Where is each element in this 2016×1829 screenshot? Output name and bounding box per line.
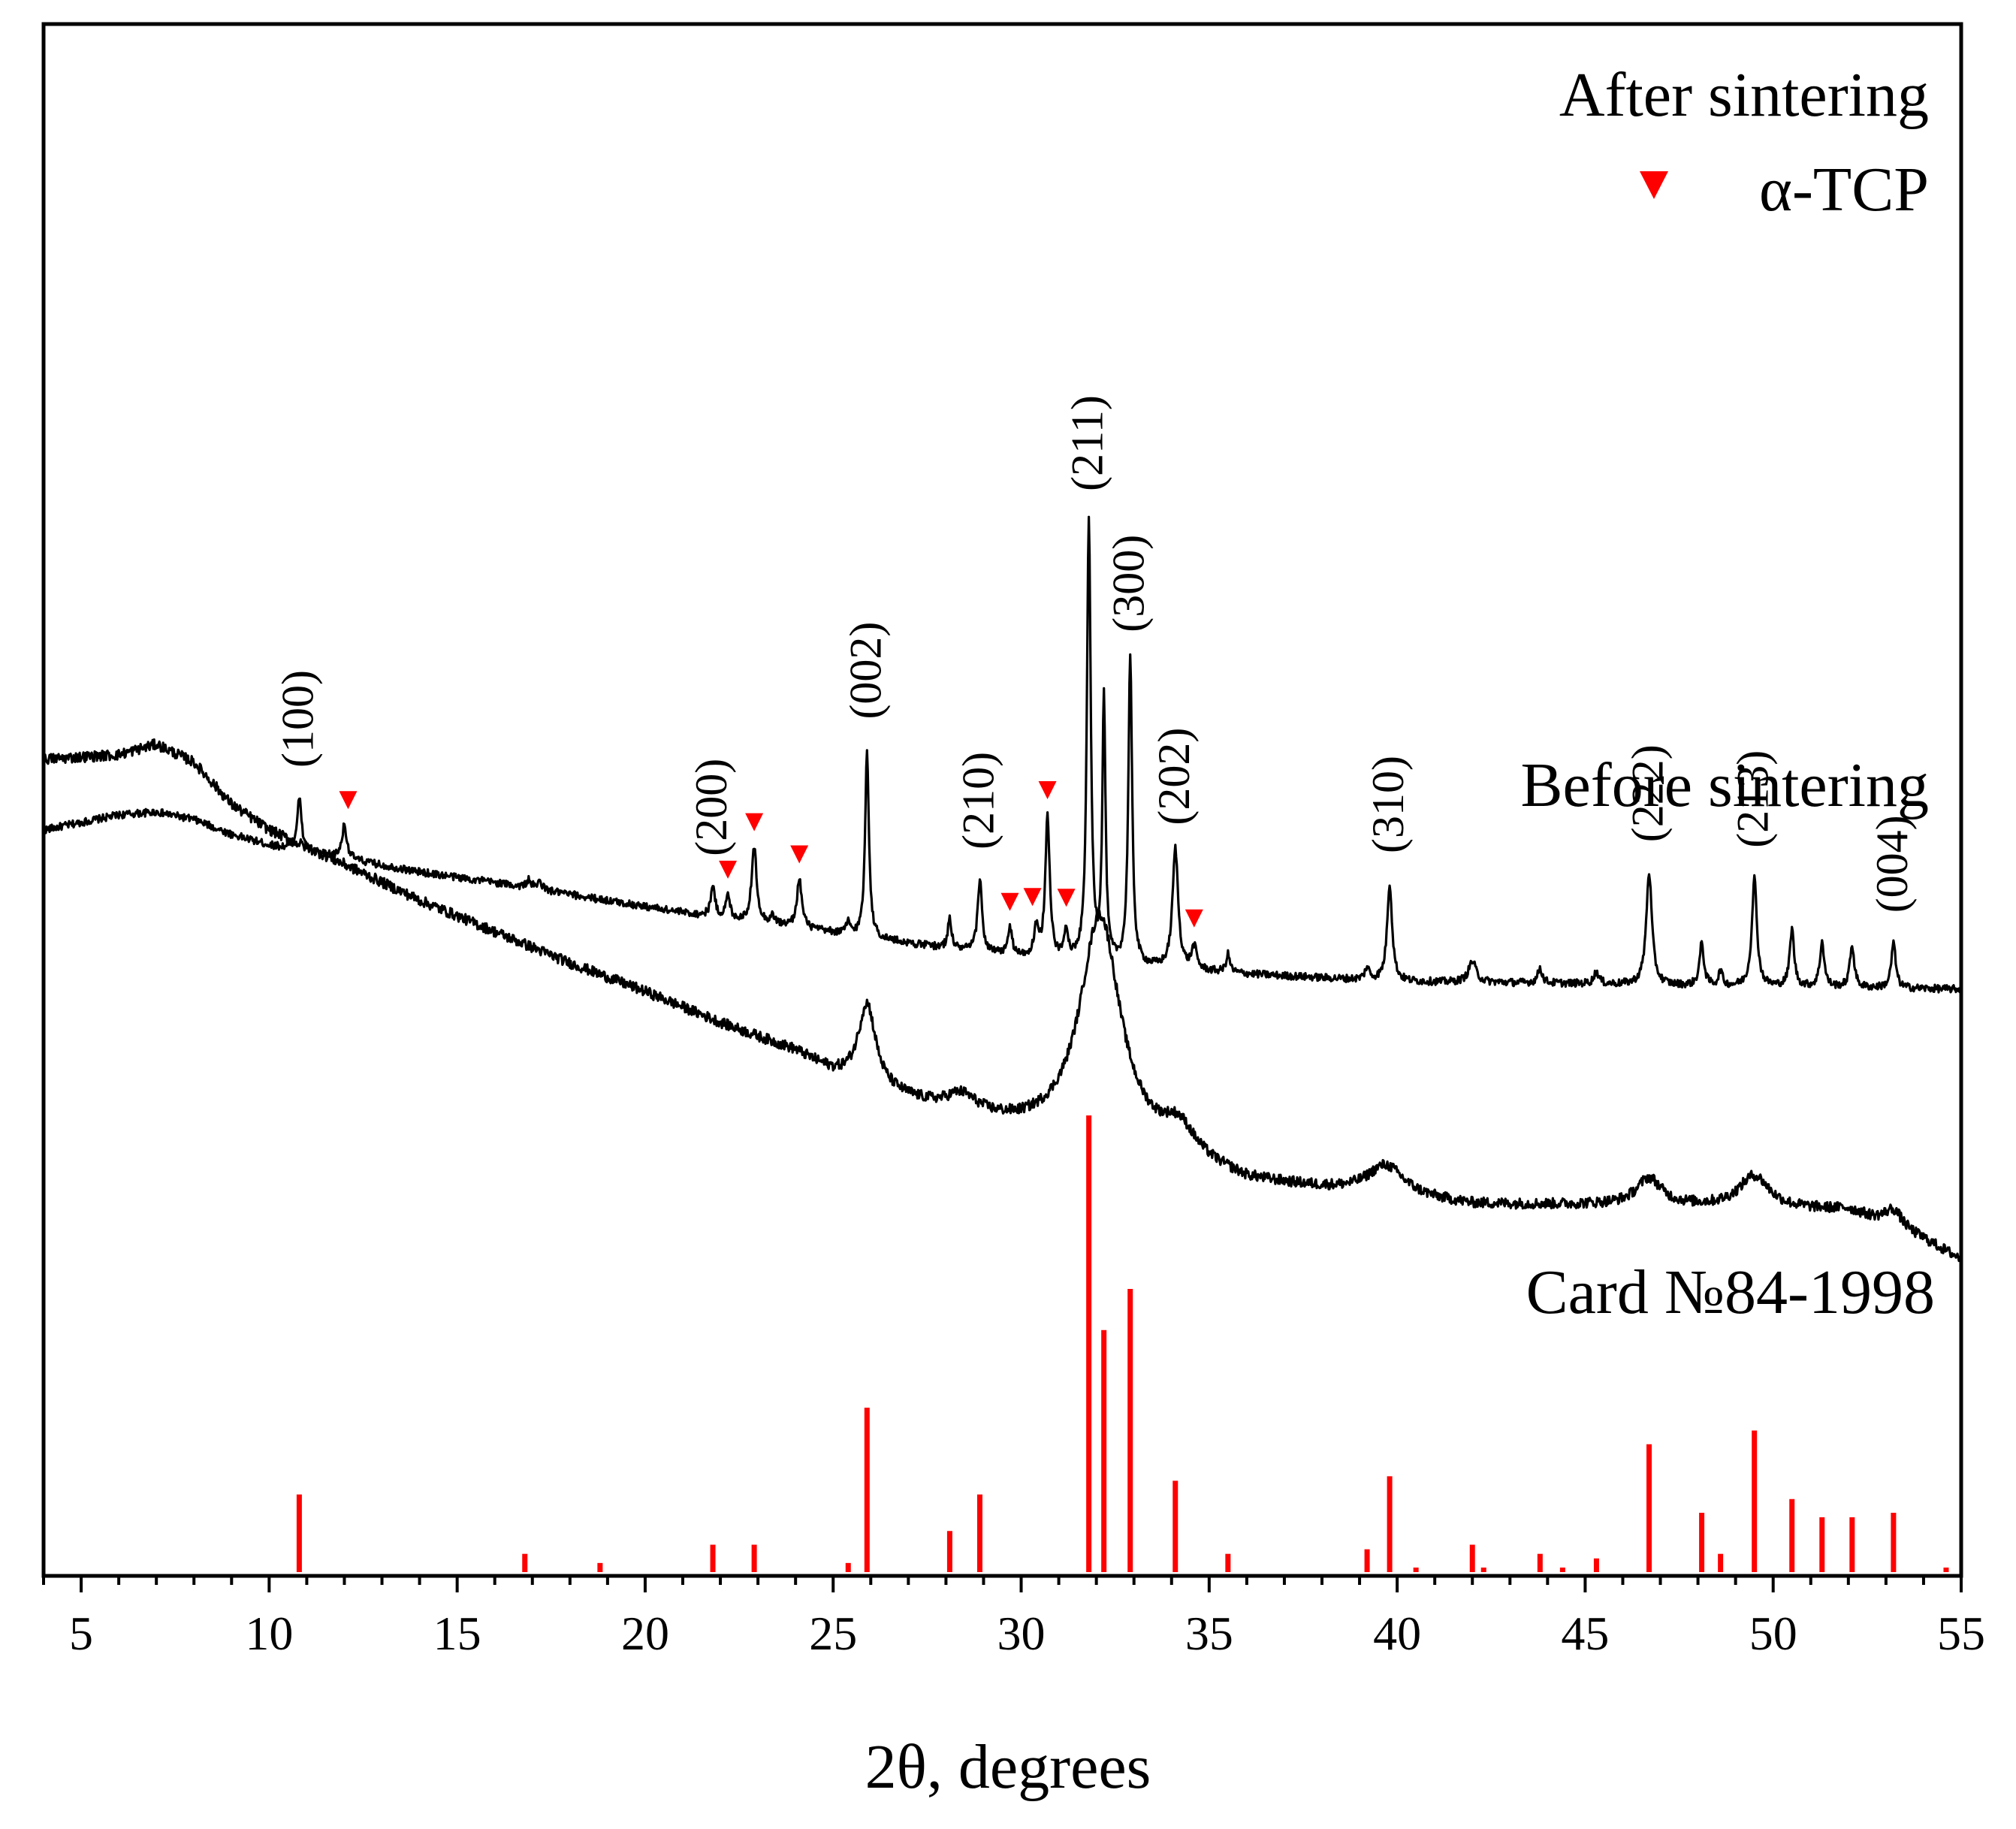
series-line-after-sintering [42,515,1963,994]
alpha-tcp-markers [339,781,1203,928]
x-tick-label: 15 [433,1607,481,1660]
miller-index-label: (222) [1623,744,1673,842]
miller-index-label: (202) [1149,728,1199,825]
alpha-tcp-marker [339,791,358,810]
x-tick-label: 35 [1185,1607,1233,1660]
x-tick-label: 30 [997,1607,1046,1660]
reference-bars [296,1115,1949,1572]
series-layer [42,515,1963,1263]
miller-index-labels: (100) (200) (002) (210) (211) (300) (202) (310)… [273,395,1916,913]
miller-index-label: (100) [273,670,322,768]
miller-index-label: (004) [1867,815,1917,913]
miller-index-label: (210) [953,752,1003,850]
x-tick-label: 10 [245,1607,293,1660]
x-tick-label: 55 [1937,1607,1985,1660]
x-axis-ticks: 5 10 15 20 25 30 35 40 45 50 55 [42,1576,1985,1660]
x-tick-label: 45 [1561,1607,1609,1660]
series-line-before-sintering [42,738,1963,1263]
legend: α-TCP [1640,155,1929,225]
alpha-tcp-marker [745,813,764,832]
x-axis-title: 2θ, degrees [865,1732,1151,1802]
alpha-tcp-marker [1185,909,1203,928]
alpha-tcp-marker [1000,892,1019,911]
reference-card-label: Card №84-1998 [1526,1257,1935,1327]
miller-index-label: (211) [1063,395,1112,491]
alpha-tcp-marker [1023,888,1042,907]
alpha-tcp-marker [1038,781,1057,800]
alpha-tcp-marker [719,860,738,879]
miller-index-label: (300) [1104,535,1154,632]
x-tick-label: 20 [621,1607,669,1660]
miller-index-label: (200) [687,759,736,856]
x-tick-label: 25 [809,1607,857,1660]
alpha-tcp-marker [790,845,809,864]
x-tick-label: 5 [69,1607,93,1660]
x-tick-label: 40 [1373,1607,1421,1660]
miller-index-label: (310) [1363,756,1413,853]
plot-frame [41,22,1963,1578]
miller-index-label: (002) [841,622,890,720]
series-label-after-sintering: After sintering [1559,60,1929,130]
miller-index-label: (213) [1728,750,1778,848]
alpha-tcp-marker [1057,889,1076,907]
x-tick-label: 50 [1749,1607,1797,1660]
series-label-before-sintering: Before sintering [1521,750,1930,820]
legend-triangle-icon [1640,171,1668,199]
legend-label: α-TCP [1759,155,1929,225]
